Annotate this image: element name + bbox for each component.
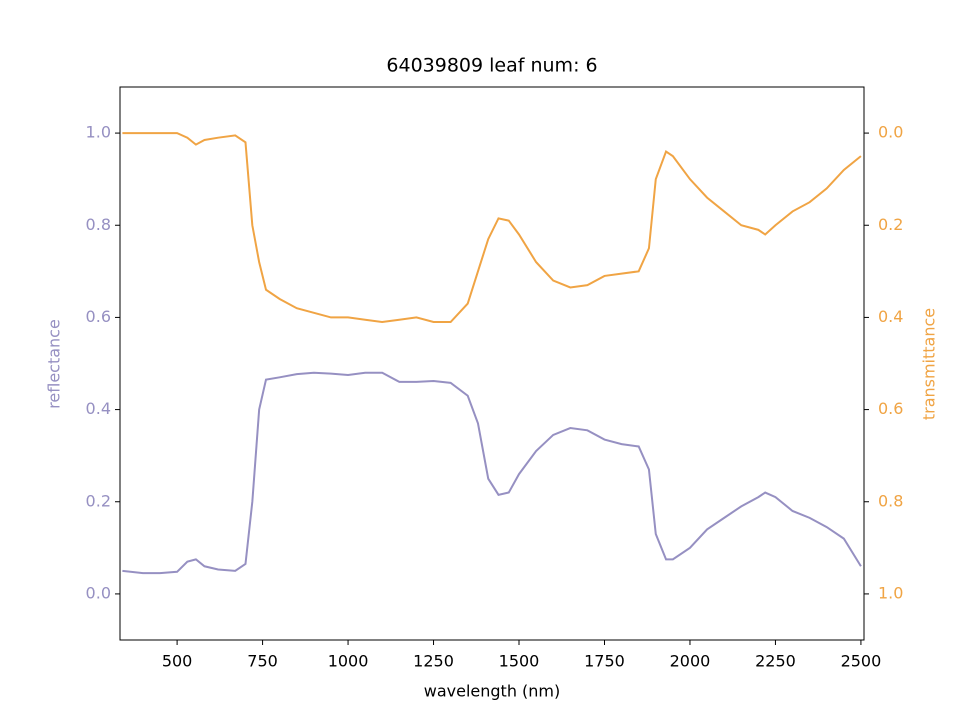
plot-frame [119, 86, 865, 641]
x-tick-label: 2500 [841, 652, 882, 671]
x-tick-label: 1000 [328, 652, 369, 671]
x-tick-label: 750 [247, 652, 278, 671]
y2-tick-label: 0.2 [878, 215, 903, 234]
y-tick-label: 0.6 [86, 307, 111, 326]
y2-tick-label: 0.8 [878, 491, 903, 510]
x-tick-label: 2250 [755, 652, 796, 671]
data-line [122, 132, 862, 324]
y2-tick-label: 1.0 [878, 583, 903, 602]
y-tick-label: 0.8 [86, 215, 111, 234]
y2-axis-label: transmittance [920, 308, 939, 420]
x-tick-label: 500 [162, 652, 193, 671]
y-tick-label: 0.2 [86, 491, 111, 510]
x-tick-label: 1500 [499, 652, 540, 671]
x-tick-label: 1250 [413, 652, 454, 671]
x-tick-label: 2000 [670, 652, 711, 671]
y2-tick-label: 0.0 [878, 123, 903, 142]
y2-tick-label: 0.6 [878, 399, 903, 418]
y-tick-label: 1.0 [86, 123, 111, 142]
x-axis-label: wavelength (nm) [424, 682, 561, 701]
y-tick-label: 0.0 [86, 583, 111, 602]
y-axis-label: reflectance [45, 319, 64, 409]
y-tick-label: 0.4 [86, 399, 111, 418]
y2-tick-label: 0.4 [878, 307, 903, 326]
x-tick-label: 1750 [584, 652, 625, 671]
chart-title: 64039809 leaf num: 6 [386, 55, 597, 77]
data-line [122, 371, 862, 575]
